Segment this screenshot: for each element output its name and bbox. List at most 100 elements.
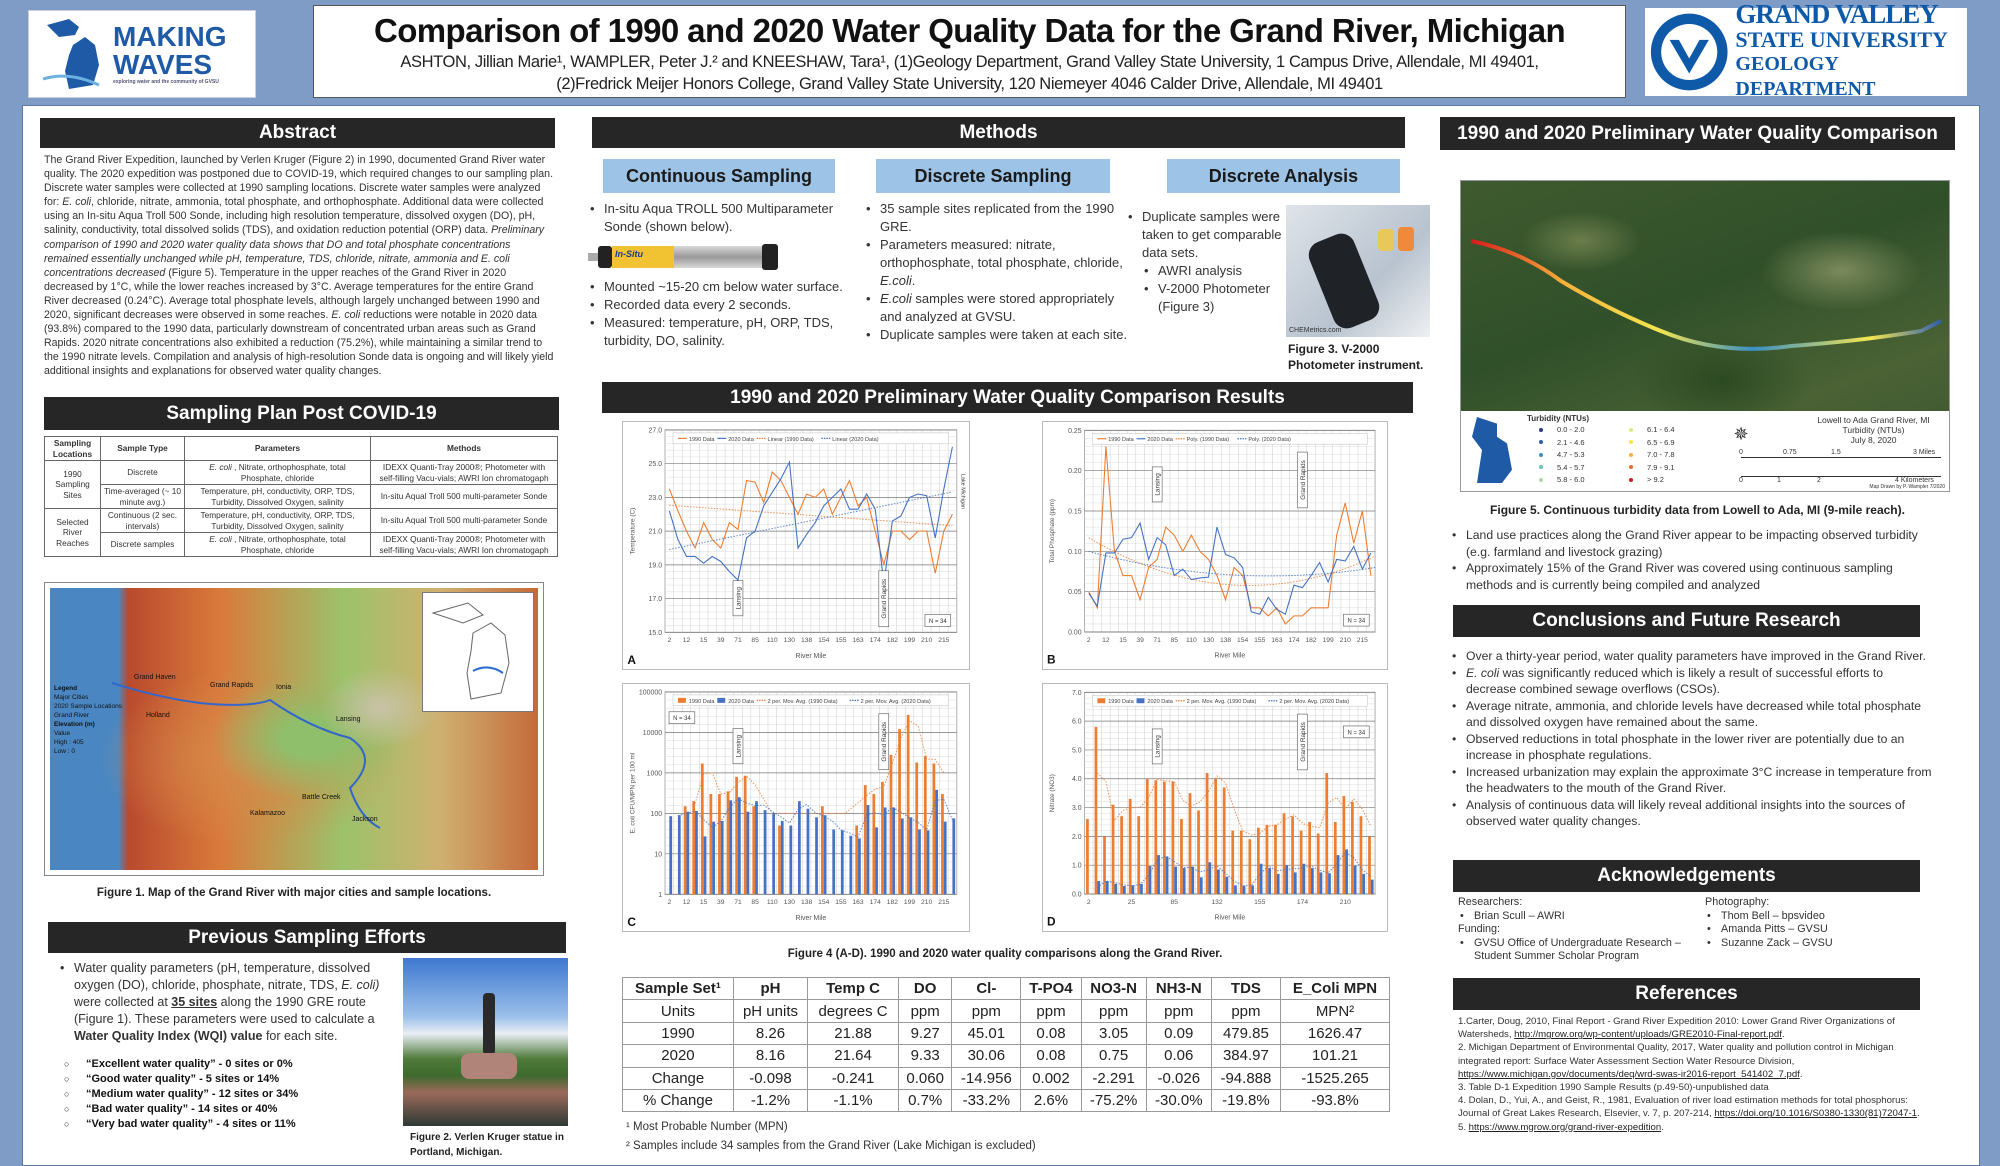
ref-link[interactable]: http://mgrow.org/wp-content/uploads/GRE2… [1514,1029,1782,1041]
turbidity-legend-item: 5.8 - 6.0 [1527,475,1585,484]
city-label: Grand Rapids [210,682,254,689]
chart-b: 0.00 0.05 0.10 0.15 0.20 0.25 2 12 15 39 71 85 110 13… [1042,421,1388,670]
results-table: Sample Set¹ pH Temp C DO Cl- T-PO4 NO3-N NH3-N T… [622,976,1391,1113]
trend-0-line [669,504,953,527]
series-1-bar [1131,885,1135,894]
x-tick-label: 155 [835,637,846,644]
x-tick-label: 71 [1153,637,1161,644]
series-1-bar [1336,855,1340,894]
references-heading: References [1453,978,1920,1010]
series-1-bar [703,836,707,895]
series-0-bar [1368,836,1371,894]
city-annotation: Grand Rapids [1300,722,1307,762]
list-item: Duplicate samples were taken to get comp… [1126,208,1291,262]
series-0-bar [1274,824,1277,894]
page-title: Comparison of 1990 and 2020 Water Qualit… [374,12,1566,49]
y-tick-label: 6.0 [1072,719,1082,726]
series-0-bar [1316,833,1320,894]
list-item: E. coli was significantly reduced which … [1450,665,1935,698]
chart-d: 0.0 1.0 2.0 3.0 4.0 5.0 6.0 7.0 2 25 85 132 155 174 21… [1042,683,1388,932]
series-1-bar [900,818,904,895]
legend-label: > 9.2 [1647,475,1664,484]
sonde-image: In-Situ [588,242,858,272]
legend-low: Low : 0 [54,748,75,755]
series-0-bar [1120,816,1123,894]
sampling-plan-table: Sampling Locations Sample Type Parameter… [44,436,558,557]
city-annotation: Lansing [1154,473,1161,496]
ref-link[interactable]: https://www.michigan.gov/documents/deq/w… [1458,1068,1800,1080]
table-cell: 479.85 [1210,1021,1281,1046]
series-1-bar [1234,885,1237,894]
params-text: , Nitrate, orthophosphate, total Phospha… [231,462,346,483]
x-tick-label: 154 [818,637,829,644]
table-cell: 1626.47 [1279,1021,1391,1046]
x-tick-label: 2 [667,637,671,644]
series-1-bar [1353,865,1357,894]
table-cell: 0.75 [1080,1044,1147,1068]
series-0-bar [1239,830,1243,894]
sampling-plan-heading: Sampling Plan Post COVID-19 [44,397,559,430]
text-italic: E. coli) [341,978,380,992]
x-tick-label: 215 [938,899,949,906]
table-row: Change -0.098 -0.241 0.060 -14.956 0.002 -2.29… [622,1066,1391,1090]
series-0-bar [1291,816,1294,894]
x-tick-label: 199 [904,637,915,644]
series-1-bar [763,810,767,895]
table-cell: -1.2% [732,1088,809,1113]
x-tick-label: 182 [1305,637,1316,644]
chart-b-svg: 0.00 0.05 0.10 0.15 0.20 0.25 2 12 15 39 71 85 110 13… [1047,428,1376,667]
table-cell: Change [622,1066,734,1090]
list-item: Approximately 15% of the Grand River was… [1450,560,1930,593]
abstract-heading: Abstract [40,118,555,148]
series-0-bar [1214,778,1218,894]
x-tick-label: 85 [751,637,759,644]
y-tick-label: 15.0 [649,630,663,637]
series-0-bar [821,806,824,895]
x-axis-label: River Mile [795,653,826,660]
table-cell: ppm [951,999,1022,1023]
legend-label: 1990 Data [689,437,716,443]
table-cell: -0.241 [807,1066,900,1090]
city-label: Jackson [352,816,378,823]
x-tick-label: 130 [784,637,795,644]
series-1-bar [1148,866,1152,894]
legend-label: 2 per. Mov. Avg. (2020 Data) [861,699,931,705]
legend-box [672,432,950,445]
y-tick-label: 1.0 [1072,863,1082,870]
series-1-bar [858,838,861,895]
list-item: GVSU Office of Undergraduate Research – … [1458,937,1698,964]
table-cell: 384.97 [1210,1044,1281,1068]
acknowledgements-left: Researchers: Brian Scull – AWRI Funding:… [1458,896,1698,964]
series-0-bar [1137,816,1141,894]
column-header: pH [732,976,809,1001]
series-0-bar [1171,781,1175,894]
table-cell: 0.06 [1145,1044,1212,1068]
city-label: Grand Haven [134,674,176,681]
x-tick-label: 85 [1171,899,1179,906]
series-1-bar [1182,868,1186,894]
series-1-bar [695,810,698,895]
scale-label: 2 [1817,477,1821,484]
series-1-bar [755,801,758,895]
table-cell: ppm [1020,999,1082,1023]
ref-link[interactable]: https://doi.org/10.1016/S0380-1330(81)72… [1714,1108,1918,1120]
gvsu-logo: GRAND VALLEY STATE UNIVERSITY GEOLOGY DE… [1645,1,1967,100]
series-1-bar [840,830,844,895]
table-cell: ppm [1080,999,1147,1023]
rating-item: “Excellent water quality” - 0 sites or 0… [58,1057,388,1072]
map-title-line: Turbidity (NTUs) [1842,425,1905,435]
legend-label: 2.1 - 4.6 [1557,437,1585,447]
ref-text: 4. Dolan, D., Yui, A., and Geist, R., 19… [1458,1095,1908,1120]
ref-link[interactable]: https://www.mgrow.org/grand-river-expedi… [1468,1121,1662,1133]
turbidity-legend-title: Turbidity (NTUs) [1527,414,1590,423]
column-header: Temp C [807,976,900,1001]
series-1-bar [1276,873,1280,894]
table-cell: -33.2% [951,1088,1022,1113]
series-0-bar [1325,773,1329,894]
type-cell: Time-averaged (~ 10 minute avg.) [100,484,185,509]
table-cell: 45.01 [951,1021,1022,1046]
legend-label: 6.1 - 6.4 [1647,425,1675,434]
list-item: Average nitrate, ammonia, and chloride l… [1450,698,1935,731]
series-1-bar [1328,873,1331,894]
